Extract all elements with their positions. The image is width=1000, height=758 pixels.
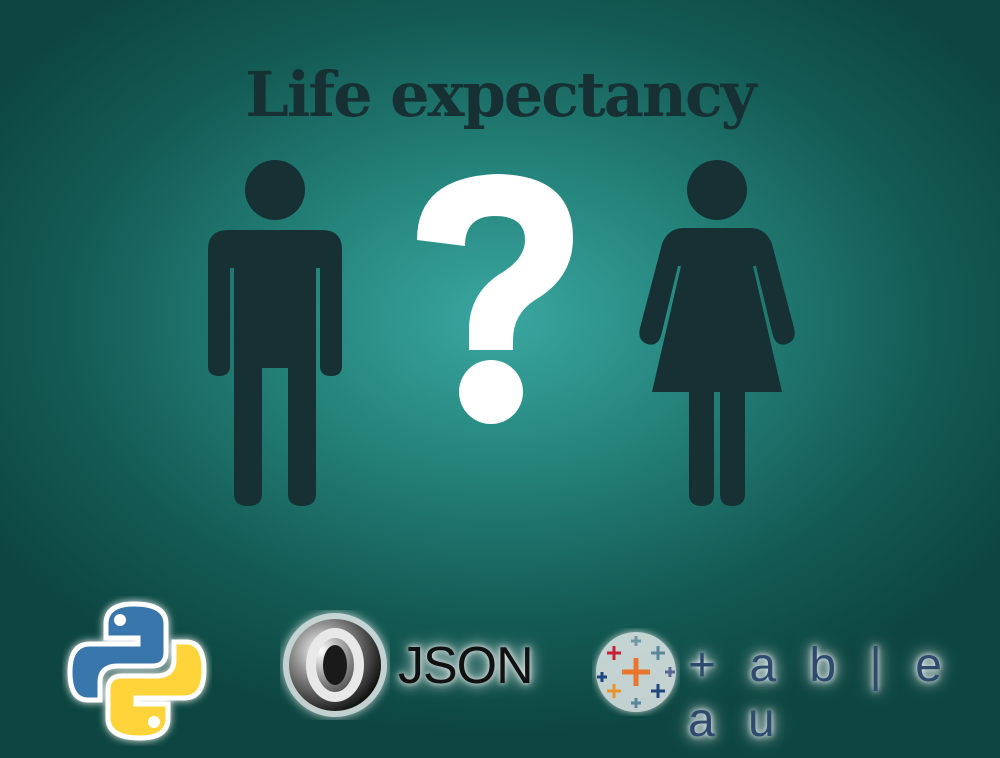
json-label: JSON — [398, 637, 534, 695]
python-logo-icon — [62, 596, 212, 750]
woman-icon — [632, 158, 802, 512]
tableau-logo-icon — [592, 628, 680, 720]
tableau-wordmark: + a b | e a u — [688, 639, 952, 747]
question-mark-icon — [395, 160, 595, 434]
json-logo-icon — [280, 610, 390, 724]
page-title: Life expectancy — [245, 58, 756, 131]
man-icon — [200, 158, 350, 512]
